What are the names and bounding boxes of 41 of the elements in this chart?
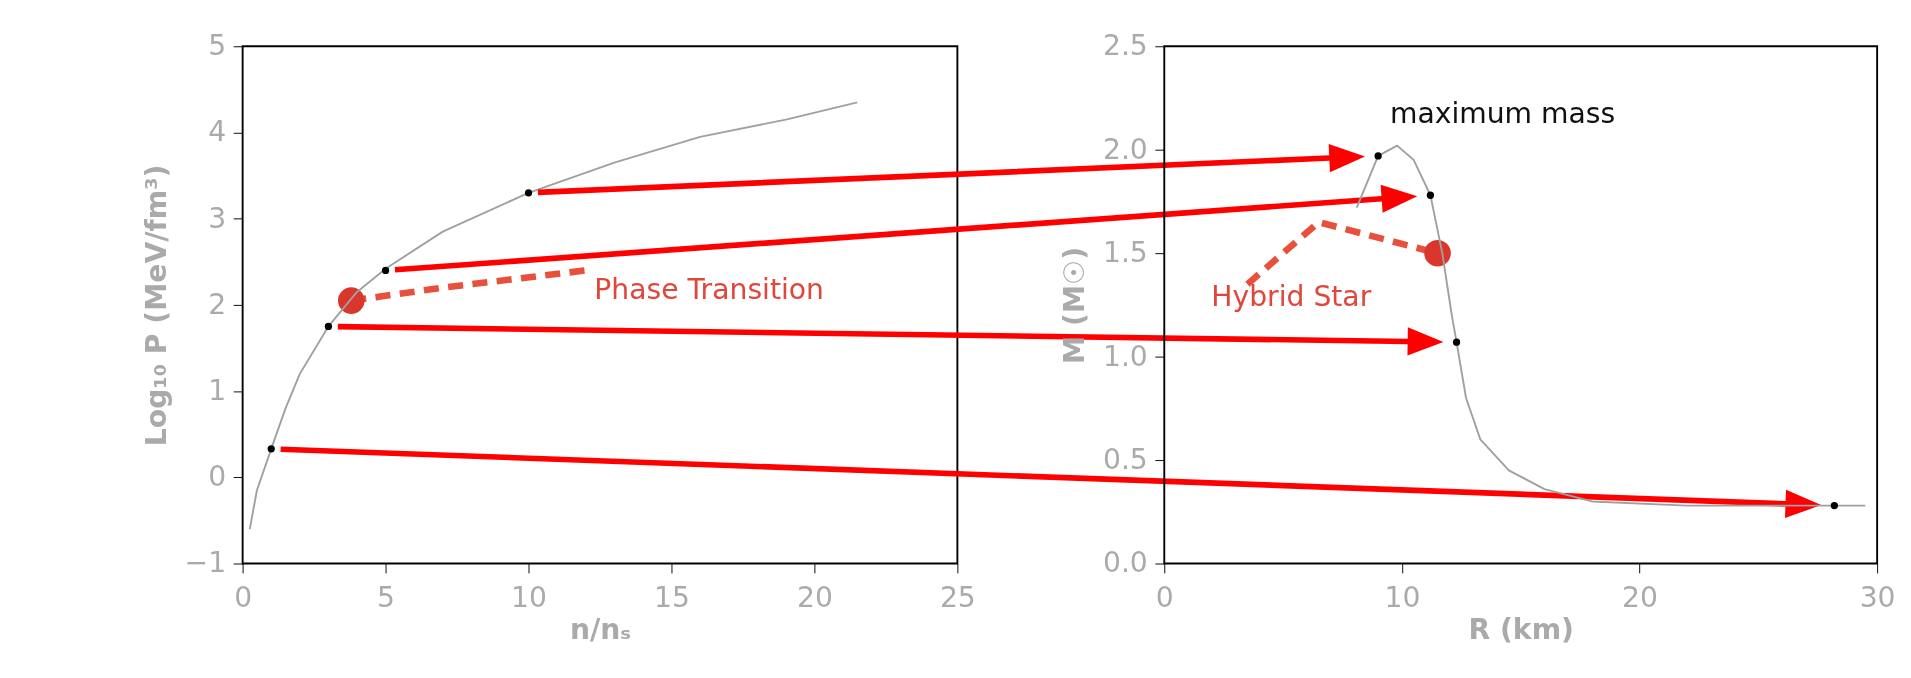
y-axis-title: M (M☉) [1058,246,1092,364]
x-tick-label: 10 [1384,581,1421,615]
point [1830,501,1839,510]
x-tick-label: 30 [1859,581,1896,615]
point [1452,338,1461,346]
x-tick-label: 20 [796,581,833,615]
y-axis-title: Log₁₀ P (MeV/fm³) [139,164,173,447]
y-tick-label: 5 [208,29,227,63]
y-tick-label: 3 [208,201,227,235]
y-tick-label: −1 [184,546,227,580]
x-tick-label: 0 [234,581,253,615]
x-tick-label: 10 [511,581,547,615]
point [337,287,365,314]
point [1374,152,1382,160]
annotation: Phase Transition [594,273,824,307]
point [324,322,333,331]
point [1424,239,1451,267]
x-axis-title: n/nₛ [569,613,632,647]
x-tick-label: 5 [377,581,396,615]
point [524,189,533,197]
x-axis-title: R (km) [1468,613,1574,647]
x-tick-label: 20 [1622,581,1658,615]
y-tick-label: 2 [208,287,227,321]
y-tick-label: 0 [208,460,227,494]
point [381,266,390,275]
x-tick-label: 15 [654,581,690,615]
line-series [248,101,859,530]
y-tick-label: 1.0 [1102,339,1148,373]
y-tick-label: 0.5 [1102,443,1148,477]
y-tick-label: 1 [208,374,227,408]
x-tick-label: 0 [1155,581,1174,615]
point [1426,191,1435,199]
point [267,445,275,453]
y-tick-label: 2.5 [1102,29,1148,63]
y-tick-label: 1.5 [1102,236,1148,270]
y-tick-label: 0.0 [1102,546,1148,580]
annotation: Hybrid Star [1211,279,1372,313]
x-tick-label: 25 [939,581,976,615]
annotation: maximum mass [1389,97,1616,131]
y-tick-label: 4 [208,115,227,149]
y-tick-label: 2.0 [1102,132,1148,166]
